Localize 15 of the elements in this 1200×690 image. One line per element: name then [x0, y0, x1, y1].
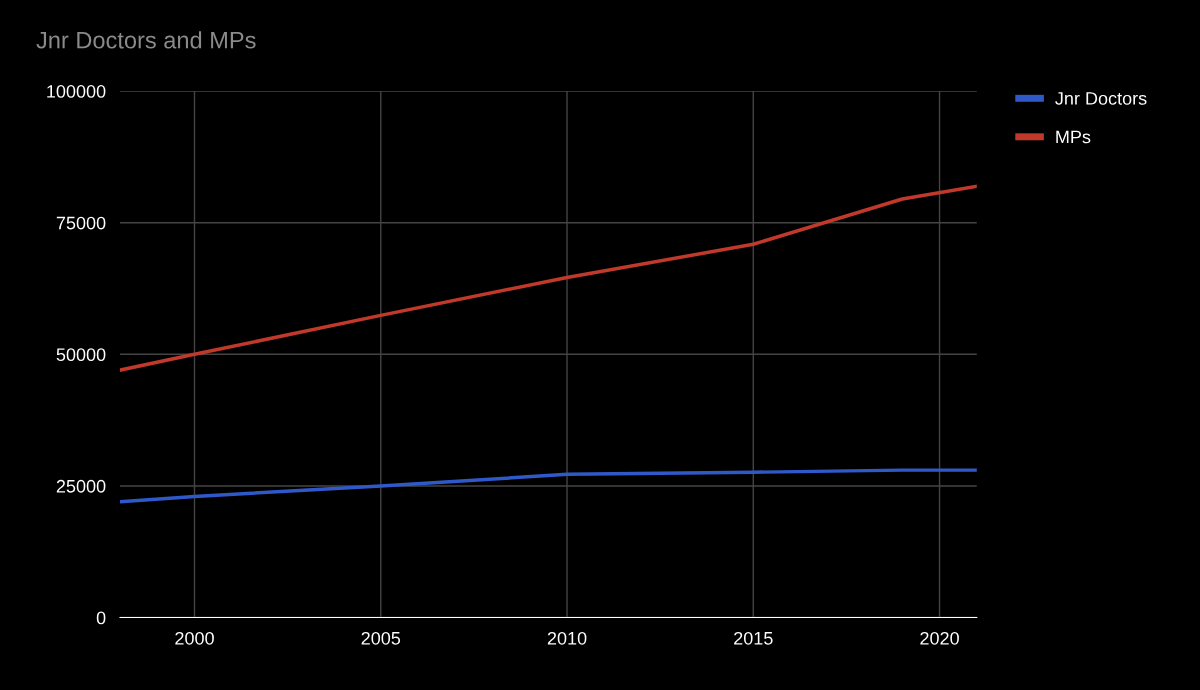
x-tick-label: 2000	[175, 631, 214, 645]
y-tick-label: 75000	[56, 216, 106, 230]
y-tick-label: 25000	[56, 479, 106, 493]
y-tick-label: 0	[96, 611, 106, 625]
x-tick-label: 2010	[547, 631, 587, 645]
x-tick-label: 2015	[734, 631, 773, 645]
legend-label: MPs	[1056, 130, 1091, 144]
legend-label: Jnr Doctors	[1055, 92, 1147, 105]
x-tick-label: 2005	[361, 631, 401, 645]
chart-title: Jnr Doctors and MPs	[36, 31, 256, 49]
x-tick-label: 2020	[920, 631, 959, 645]
y-tick-label: 50000	[56, 348, 106, 362]
line-series	[120, 184, 977, 372]
y-tick-label: 100000	[47, 85, 106, 98]
line-series	[120, 468, 977, 504]
